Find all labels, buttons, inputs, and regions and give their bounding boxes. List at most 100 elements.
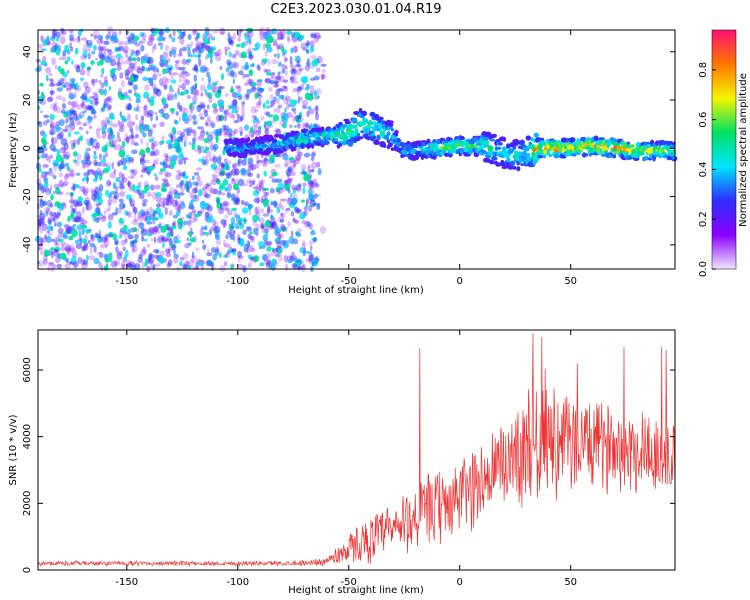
spectrogram-noise-cell: [103, 98, 107, 103]
spectrogram-noise-cell: [85, 230, 90, 234]
spectrogram-signal-cell: [491, 133, 497, 138]
spectrogram-noise-cell: [82, 110, 87, 114]
spectrogram-noise-cell: [60, 109, 66, 114]
spectrogram-signal-cell: [304, 139, 309, 145]
spectrogram-noise-cell: [49, 90, 55, 95]
spectrogram-noise-cell: [232, 238, 236, 242]
spectrogram-noise-cell: [309, 254, 314, 263]
spectrogram-signal-cell: [502, 136, 507, 142]
spectrogram-signal-cell: [356, 133, 361, 138]
snr-x-tick-label: 50: [564, 577, 577, 588]
spectrogram-noise-cell: [111, 162, 115, 170]
spectrogram-noise-cell: [194, 82, 198, 89]
spectrogram-noise-cell: [63, 181, 69, 186]
spectrogram-noise-cell: [107, 119, 110, 126]
spectrogram-noise-cell: [243, 94, 249, 101]
spectrogram-noise-cell: [174, 59, 180, 64]
spectrogram-noise-cell: [253, 115, 257, 120]
spectrogram-noise-cell: [46, 35, 50, 43]
spectrogram-noise-cell: [69, 30, 74, 34]
spectrogram-noise-cell: [255, 101, 261, 106]
spectrogram-noise-cell: [146, 233, 153, 237]
spectrogram-signal-cell: [390, 128, 395, 132]
spectrogram-noise-cell: [279, 198, 287, 202]
spectrogram-noise-cell: [149, 184, 155, 191]
spectrogram-noise-cell: [91, 50, 96, 55]
spectrogram-noise-cell: [249, 70, 253, 74]
spectrogram-signal-cell: [444, 152, 449, 157]
spectrogram-noise-cell: [220, 218, 226, 225]
spectrogram-noise-cell: [239, 131, 243, 137]
spectrogram-noise-cell: [53, 246, 61, 252]
spectrogram-noise-cell: [109, 171, 117, 179]
spectrogram-noise-cell: [209, 144, 215, 151]
spectrogram-noise-cell: [248, 47, 252, 52]
spectrogram-noise-cell: [62, 50, 67, 56]
spectrogram-signal-cell: [558, 145, 563, 150]
spectrogram-noise-cell: [86, 115, 93, 123]
spectrogram-noise-cell: [56, 263, 62, 269]
spectrogram-noise-cell: [45, 66, 52, 74]
spectrogram-noise-cell: [165, 200, 173, 206]
spectrogram-noise-cell: [72, 142, 76, 149]
spectrogram-noise-cell: [163, 170, 169, 178]
spectrogram-noise-cell: [204, 109, 209, 113]
spectrogram-noise-cell: [282, 122, 287, 129]
spectrogram-noise-cell: [266, 246, 272, 252]
spectrogram-noise-cell: [77, 256, 83, 264]
spectrogram-noise-cell: [120, 80, 126, 88]
spectrogram-noise-cell: [68, 42, 73, 49]
spectrogram-noise-cell: [188, 191, 194, 198]
spectrogram-noise-cell: [248, 54, 253, 60]
spectrogram-signal-cell: [323, 140, 330, 146]
spectrogram-noise-cell: [58, 57, 63, 61]
spectrogram-noise-cell: [76, 64, 80, 73]
spectrogram-noise-cell: [95, 101, 100, 105]
spectrogram-noise-cell: [256, 119, 261, 125]
spectrogram-noise-cell: [250, 235, 255, 243]
spectrogram-noise-cell: [172, 214, 178, 219]
spectrogram-noise-cell: [83, 121, 88, 126]
spectrogram-noise-cell: [307, 58, 310, 62]
spectrogram-noise-cell: [162, 241, 165, 249]
spectrogram-noise-cell: [143, 54, 148, 61]
spectrogram-signal-cell: [487, 145, 494, 152]
spectrogram-noise-cell: [211, 247, 216, 254]
spectrogram-noise-cell: [206, 150, 212, 158]
spectrogram-noise-cell: [134, 233, 140, 239]
spectrogram-noise-cell: [270, 216, 275, 221]
spectrogram-noise-cell: [272, 80, 279, 85]
spectrogram-noise-cell: [250, 256, 253, 262]
spectrogram-noise-cell: [79, 77, 85, 81]
spectrogram-noise-cell: [248, 51, 253, 57]
spectrogram-noise-cell: [98, 79, 102, 85]
spectrogram-x-tick-label: 0: [457, 276, 463, 287]
spectrogram-noise-cell: [285, 226, 288, 233]
spectrogram-noise-cell: [244, 32, 247, 40]
spectrogram-noise-cell: [97, 45, 104, 52]
spectrogram-noise-cell: [282, 153, 289, 161]
spectrogram-noise-cell: [69, 33, 74, 41]
spectrogram-noise-cell: [167, 248, 171, 254]
spectrogram-noise-cell: [182, 66, 186, 71]
spectrogram-noise-cell: [74, 159, 80, 166]
spectrogram-noise-cell: [44, 171, 50, 176]
spectrogram-noise-cell: [171, 50, 177, 55]
spectrogram-noise-cell: [99, 54, 105, 61]
spectrogram-noise-cell: [202, 231, 209, 236]
spectrogram-signal-cell: [258, 147, 264, 152]
spectrogram-noise-cell: [118, 171, 123, 179]
spectrogram-noise-cell: [317, 95, 320, 99]
spectrogram-noise-cell: [37, 183, 42, 191]
spectrogram-noise-cell: [300, 171, 307, 175]
spectrogram-noise-cell: [173, 257, 179, 264]
spectrogram-noise-cell: [100, 74, 104, 78]
spectrogram-signal-cell: [659, 148, 665, 153]
spectrogram-noise-cell: [140, 169, 146, 173]
spectrogram-noise-cell: [72, 139, 78, 146]
spectrogram-noise-cell: [154, 173, 157, 177]
spectrogram-noise-cell: [65, 172, 69, 179]
spectrogram-noise-cell: [86, 176, 89, 184]
spectrogram-noise-cell: [41, 174, 48, 178]
